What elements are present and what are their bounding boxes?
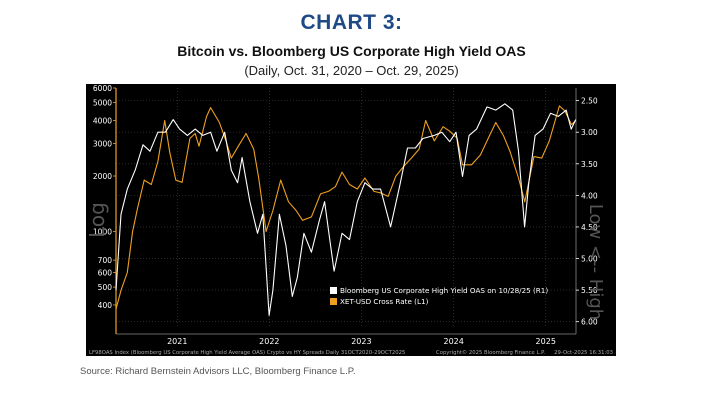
footer-strip [86, 346, 616, 356]
chart-legend: Bloomberg US Corporate High Yield OAS on… [330, 286, 548, 306]
chart-background [86, 84, 616, 356]
left-tick-label: 1000 [93, 228, 112, 237]
legend-swatch [330, 298, 337, 305]
x-tick-label: 2025 [536, 337, 556, 346]
right-axis: 2.50 3.00 3.50 4.00 4.50 5.00 5.50 6.00 [576, 97, 598, 327]
left-axis: 400 500 600 700 1000 2000 3000 4000 5000 6000 [93, 84, 116, 310]
series-line-hy-oas [115, 103, 577, 316]
bloomberg-note: LF98OAS Index (Bloomberg US Corporate Hi… [89, 350, 405, 356]
left-tick-label: 5000 [93, 99, 112, 108]
x-tick-label: 2021 [167, 337, 187, 346]
left-tick-label: 700 [98, 256, 113, 265]
left-tick-label: 400 [98, 301, 113, 310]
series-line-xet-usd [115, 105, 577, 310]
right-tick-label: 4.50 [581, 223, 598, 232]
left-axis-label: Log [86, 202, 109, 238]
bloomberg-timestamp: 29-Oct-2025 16:31:03 [554, 350, 613, 356]
chart-subtitle: Bitcoin vs. Bloomberg US Corporate High … [177, 43, 526, 59]
x-tick-label: 2022 [259, 337, 279, 346]
left-tick-label: 3000 [93, 140, 112, 149]
right-tick-label: 4.00 [581, 191, 598, 200]
chart-title: CHART 3: [300, 11, 403, 34]
right-tick-label: 6.00 [581, 318, 598, 327]
chart-date-range: (Daily, Oct. 31, 2020 – Oct. 29, 2025) [244, 63, 459, 78]
left-tick-label: 4000 [93, 116, 112, 125]
bloomberg-copyright: Copyright© 2025 Bloomberg Finance L.P. [436, 349, 545, 356]
legend-swatch [330, 287, 337, 294]
x-tick-label: 2024 [444, 337, 464, 346]
chart-grid [115, 88, 577, 335]
right-tick-label: 3.00 [581, 128, 598, 137]
x-tick-label: 2023 [351, 337, 371, 346]
left-tick-label: 600 [98, 268, 113, 277]
x-axis: 2021 2022 2023 2024 2025 [167, 337, 556, 346]
right-tick-label: 2.50 [581, 97, 598, 106]
chart-container: 400 500 600 700 1000 2000 3000 4000 5000 6000 2.5… [85, 84, 616, 356]
left-tick-label: 6000 [93, 84, 112, 93]
right-axis-label: Low <-- High [585, 204, 606, 320]
right-tick-label: 5.00 [581, 255, 598, 264]
right-tick-label: 5.50 [581, 286, 598, 295]
legend-label: Bloomberg US Corporate High Yield OAS on… [340, 286, 548, 295]
right-tick-label: 3.50 [581, 160, 598, 169]
left-tick-label: 2000 [93, 172, 112, 181]
chart-svg: 400 500 600 700 1000 2000 3000 4000 5000 6000 2.5… [85, 84, 616, 356]
source-note: Source: Richard Bernstein Advisors LLC, … [80, 366, 356, 377]
left-tick-label: 500 [98, 283, 113, 292]
chart-series [115, 103, 577, 316]
legend-label: XET-USD Cross Rate (L1) [340, 297, 429, 306]
